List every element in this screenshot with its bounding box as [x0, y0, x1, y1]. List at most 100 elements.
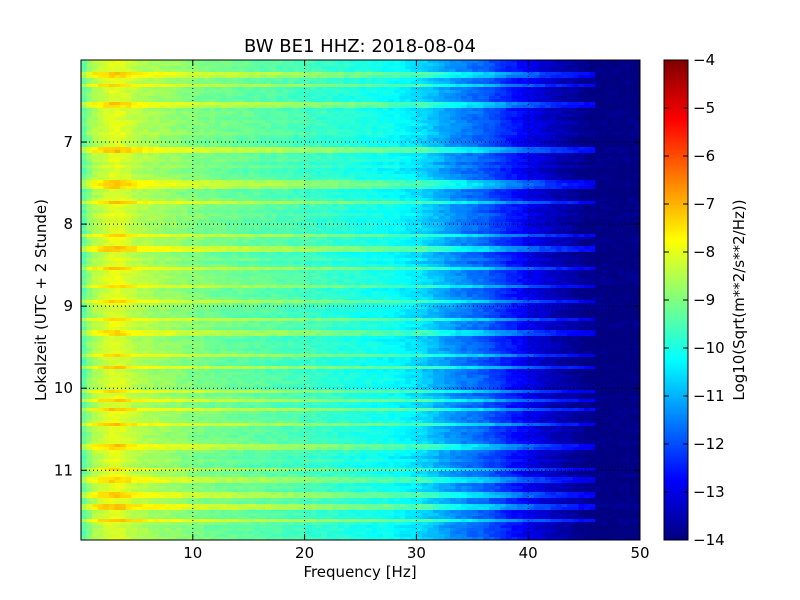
heatmap-cell [455, 126, 462, 130]
heatmap-cell [310, 102, 317, 106]
heatmap-cell [120, 105, 127, 109]
heatmap-cell [589, 117, 596, 121]
heatmap-cell [125, 114, 132, 118]
heatmap-cell [304, 114, 311, 118]
heatmap-cell [483, 72, 490, 76]
heatmap-cell [332, 123, 339, 127]
heatmap-cell [159, 132, 166, 136]
heatmap-cell [410, 90, 417, 94]
heatmap-cell [276, 93, 283, 97]
heatmap-cell [427, 135, 434, 139]
heatmap-cell [259, 99, 267, 103]
heatmap-cell [505, 63, 513, 67]
heatmap-row [81, 99, 640, 103]
heatmap-cell [539, 75, 546, 79]
heatmap-cell [505, 60, 513, 64]
heatmap-cell [472, 129, 479, 133]
heatmap-cell [567, 63, 574, 67]
heatmap-cell [148, 87, 155, 91]
heatmap-cell [338, 84, 345, 88]
heatmap-cell [299, 84, 306, 88]
heatmap-cell [287, 90, 295, 94]
heatmap-cell [427, 102, 434, 106]
heatmap-cell [293, 102, 300, 106]
heatmap-cell [338, 114, 345, 118]
heatmap-cell [522, 63, 529, 67]
heatmap-cell [561, 111, 568, 115]
heatmap-cell [343, 129, 350, 133]
heatmap-row [81, 60, 640, 64]
heatmap-cell [248, 78, 255, 82]
heatmap-cell [103, 60, 110, 64]
heatmap-cell [528, 99, 535, 103]
heatmap-cell [427, 126, 434, 130]
heatmap-cell [81, 105, 88, 109]
heatmap-cell [606, 72, 613, 76]
heatmap-cell [612, 123, 619, 127]
heatmap-cell [265, 105, 272, 109]
heatmap-cell [567, 90, 574, 94]
heatmap-cell [187, 60, 194, 64]
heatmap-cell [120, 93, 127, 97]
heatmap-cell [293, 138, 300, 142]
heatmap-cell [120, 66, 127, 70]
heatmap-cell [259, 96, 267, 100]
heatmap-cell [321, 69, 328, 73]
heatmap-cell [410, 135, 417, 139]
heatmap-cell [108, 123, 116, 127]
heatmap-cell [265, 117, 272, 121]
heatmap-cell [276, 135, 283, 139]
heatmap-cell [511, 132, 518, 136]
heatmap-cell [578, 90, 585, 94]
heatmap-cell [187, 132, 194, 136]
heatmap-cell [343, 81, 350, 85]
heatmap-cell [410, 129, 417, 133]
heatmap-cell [265, 99, 272, 103]
heatmap-cell [92, 114, 99, 118]
heatmap-row [81, 105, 640, 109]
heatmap-cell [483, 66, 490, 70]
heatmap-cell [517, 72, 524, 76]
heatmap-cell [600, 129, 608, 133]
heatmap-cell [500, 135, 507, 139]
heatmap-cell [517, 81, 524, 85]
heatmap-cell [360, 78, 367, 82]
heatmap-cell [131, 138, 138, 142]
heatmap-cell [550, 60, 557, 64]
heatmap-cell [416, 84, 423, 88]
heatmap-cell [394, 96, 401, 100]
heatmap-cell [114, 93, 121, 97]
heatmap-cell [259, 81, 267, 85]
heatmap-cell [237, 114, 244, 118]
heatmap-cell [500, 108, 507, 112]
heatmap-cell [86, 99, 93, 103]
heatmap-cell [494, 66, 501, 70]
heatmap-cell [248, 75, 255, 79]
heatmap-cell [612, 129, 619, 133]
heatmap-cell [159, 63, 166, 67]
heatmap-cell [226, 81, 233, 85]
heatmap-cell [416, 96, 423, 100]
heatmap-cell [623, 78, 630, 82]
heatmap-cell [528, 105, 535, 109]
heatmap-cell [628, 120, 636, 124]
heatmap-cell [505, 96, 513, 100]
heatmap-cell [461, 114, 468, 118]
heatmap-cell [572, 75, 580, 79]
heatmap-cell [226, 111, 233, 115]
heatmap-cell [410, 111, 417, 115]
heatmap-cell [187, 66, 194, 70]
heatmap-cell [192, 90, 199, 94]
heatmap-cell [237, 90, 244, 94]
heatmap-cell [444, 126, 451, 130]
heatmap-cell [416, 78, 423, 82]
heatmap-cell [572, 93, 580, 97]
heatmap-cell [181, 69, 188, 73]
heatmap-cell [108, 117, 116, 121]
heatmap-cell [315, 120, 322, 124]
heatmap-cell [136, 69, 144, 73]
heatmap-cell [293, 135, 300, 139]
heatmap-cell [265, 81, 272, 85]
heatmap-cell [248, 93, 255, 97]
heatmap-cell [556, 96, 563, 100]
